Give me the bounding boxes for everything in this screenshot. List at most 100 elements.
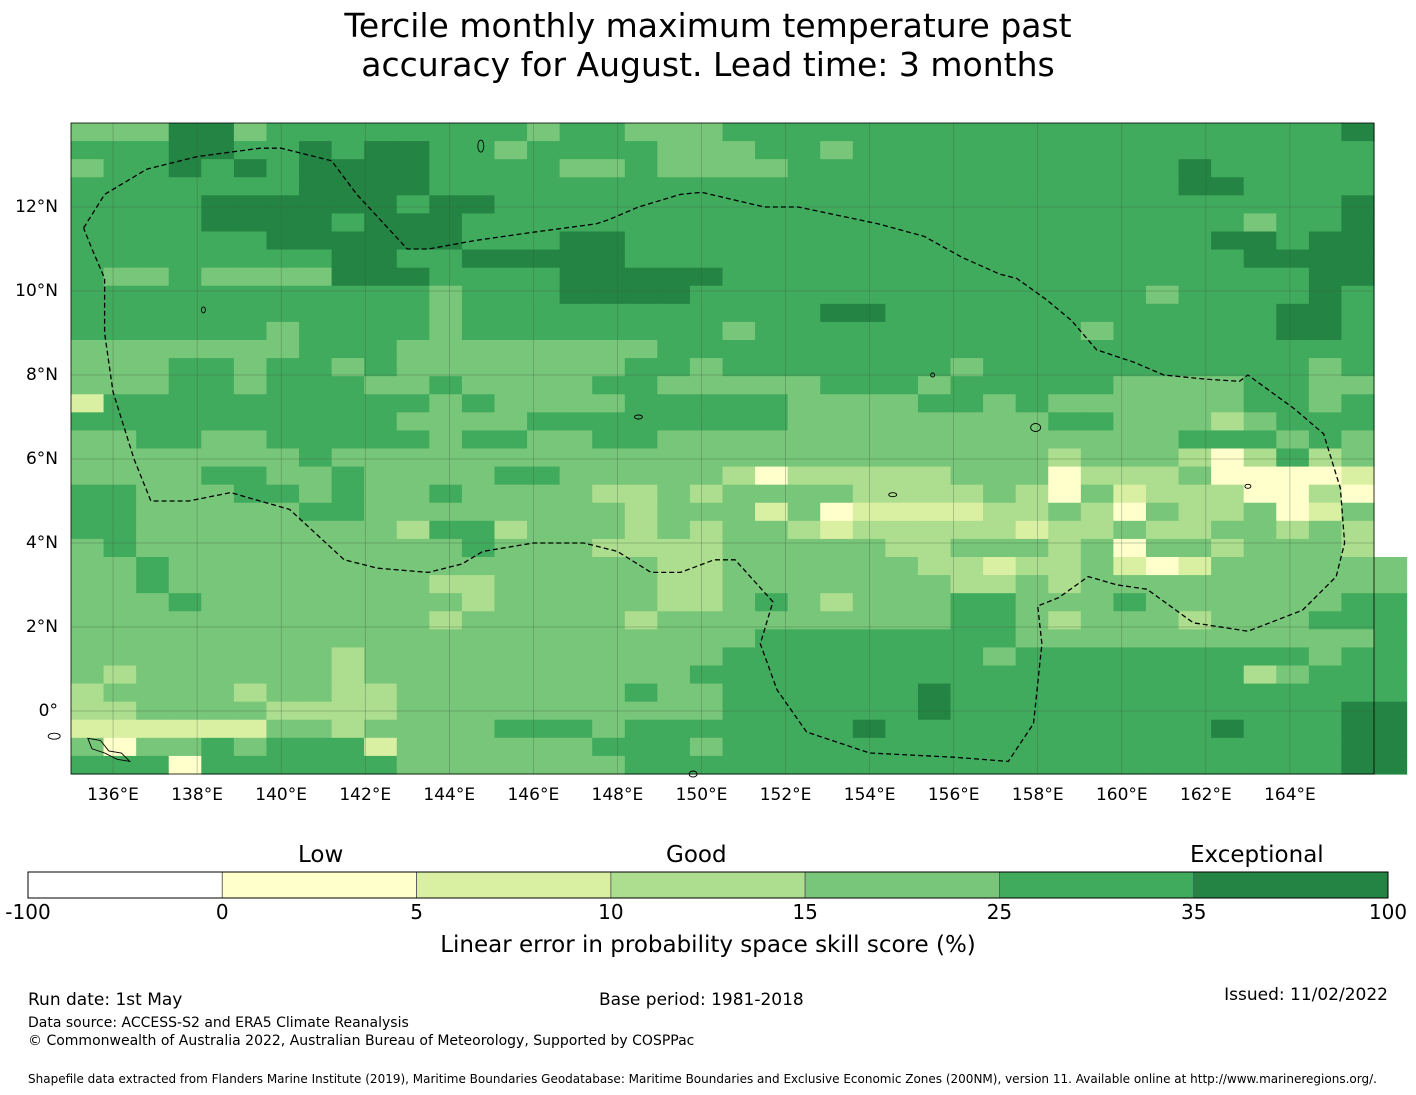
skill-cell <box>1341 629 1375 649</box>
skill-cell <box>755 195 789 215</box>
skill-cell <box>1243 123 1277 142</box>
skill-cell <box>559 647 593 667</box>
skill-cell <box>1178 448 1212 468</box>
skill-cell <box>136 466 170 486</box>
skill-cell <box>429 177 463 196</box>
skill-cell <box>722 340 756 359</box>
skill-cell <box>364 412 398 432</box>
skill-cell <box>983 683 1017 703</box>
skill-cell <box>689 412 724 432</box>
skill-cell <box>364 538 398 558</box>
skill-cell <box>1048 267 1082 287</box>
skill-cell <box>71 629 105 649</box>
skill-cell <box>592 430 626 450</box>
skill-cell <box>527 575 561 594</box>
skill-cell <box>624 231 658 251</box>
skill-cell <box>885 285 919 305</box>
skill-cell <box>266 448 300 468</box>
skill-cell <box>136 285 170 305</box>
skill-cell <box>657 267 691 287</box>
skill-cell <box>657 321 691 341</box>
skill-cell <box>364 629 398 649</box>
skill-cell <box>136 683 170 703</box>
skill-cell <box>1178 502 1212 522</box>
skill-cell <box>624 177 658 196</box>
skill-cell <box>917 177 952 196</box>
skill-cell <box>917 195 952 215</box>
skill-cell <box>1341 647 1375 667</box>
skill-cell <box>266 412 300 432</box>
skill-cell <box>201 683 235 703</box>
skill-cell <box>396 430 430 450</box>
skill-cell <box>168 285 202 305</box>
skill-cell <box>787 376 821 395</box>
skill-cell <box>233 520 268 540</box>
skill-cell <box>1276 629 1310 649</box>
skill-cell <box>787 538 821 558</box>
skill-cell <box>103 376 137 395</box>
skill-cell <box>787 123 821 142</box>
skill-cell <box>527 593 561 612</box>
skill-cell <box>201 249 235 269</box>
skill-cell <box>689 195 724 215</box>
skill-cell <box>624 159 658 178</box>
skill-cell <box>266 575 300 594</box>
skill-cell <box>299 267 333 287</box>
skill-cell <box>1015 303 1049 323</box>
skill-cell <box>429 267 463 287</box>
skill-cell <box>71 557 105 576</box>
skill-cell <box>103 484 137 504</box>
data-source: Data source: ACCESS-S2 and ERA5 Climate … <box>28 1015 409 1031</box>
skill-cell <box>1048 340 1082 359</box>
skill-cell <box>233 683 268 703</box>
skill-cell <box>1113 358 1147 377</box>
skill-cell <box>722 647 756 667</box>
skill-cell <box>1374 701 1408 721</box>
skill-cell <box>657 249 691 269</box>
skill-cell <box>624 303 658 323</box>
skill-cell <box>1048 719 1082 739</box>
skill-cell <box>1048 755 1082 775</box>
skill-cell <box>1341 141 1375 160</box>
latitude-label: 12°N <box>15 197 58 217</box>
skill-cell <box>1243 719 1277 739</box>
skill-cell <box>592 394 626 413</box>
skill-cell <box>950 231 984 251</box>
skill-cell <box>233 267 268 287</box>
skill-cell <box>983 719 1017 739</box>
skill-cell <box>1015 358 1049 377</box>
skill-cell <box>950 430 984 450</box>
skill-cell <box>820 285 854 305</box>
skill-cell <box>1243 231 1277 251</box>
longitude-label: 162°E <box>1180 785 1232 805</box>
skill-cell <box>787 520 821 540</box>
skill-cell <box>1243 575 1277 594</box>
skill-cell <box>983 629 1017 649</box>
skill-cell <box>885 647 919 667</box>
skill-cell <box>299 466 333 486</box>
skill-cell <box>1276 213 1310 233</box>
skill-cell <box>885 502 919 522</box>
skill-cell <box>755 249 789 269</box>
skill-cell <box>1145 412 1180 432</box>
skill-cell <box>950 177 984 196</box>
skill-cell <box>494 611 528 630</box>
skill-cell <box>689 502 724 522</box>
skill-cell <box>1308 412 1343 432</box>
skill-cell <box>1015 231 1049 251</box>
map-frame <box>70 122 1375 775</box>
skill-cell <box>364 394 398 413</box>
skill-cell <box>233 177 268 196</box>
skill-cell <box>266 647 300 667</box>
skill-cell <box>755 123 789 142</box>
skill-cell <box>266 557 300 576</box>
skill-cell <box>1243 340 1277 359</box>
skill-cell <box>527 538 561 558</box>
skill-cell <box>657 303 691 323</box>
skill-cell <box>820 466 854 486</box>
skill-cell <box>1308 303 1343 323</box>
skill-cell <box>527 520 561 540</box>
skill-cell <box>396 394 430 413</box>
skill-cell <box>364 611 398 630</box>
skill-cell <box>917 502 952 522</box>
